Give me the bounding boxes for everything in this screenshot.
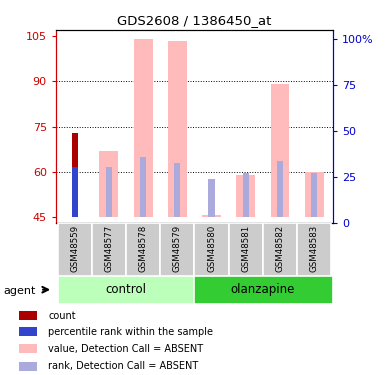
Text: count: count (49, 310, 76, 321)
Bar (271, 84, 290, 217)
Text: GSM48559: GSM48559 (70, 225, 79, 272)
Text: percentile rank within the sample: percentile rank within the sample (49, 327, 213, 337)
Bar (297, 223, 331, 276)
Bar (134, 39, 152, 217)
Text: GSM48581: GSM48581 (241, 225, 250, 272)
Bar (57, 276, 194, 304)
Bar (99, 151, 118, 217)
Title: GDS2608 / 1386450_at: GDS2608 / 1386450_at (117, 15, 271, 27)
Text: GSM48579: GSM48579 (173, 225, 182, 272)
Bar (92, 223, 126, 276)
Text: GSM48583: GSM48583 (310, 225, 319, 272)
Bar (208, 179, 214, 217)
Bar (263, 223, 297, 276)
Text: value, Detection Call = ABSENT: value, Detection Call = ABSENT (49, 344, 203, 354)
Bar (194, 223, 229, 276)
Bar (19, 362, 37, 371)
Bar (72, 167, 78, 217)
Text: agent: agent (4, 286, 36, 296)
Text: control: control (105, 283, 146, 296)
Bar (72, 133, 78, 217)
Bar (194, 276, 333, 304)
Text: GSM48577: GSM48577 (104, 225, 113, 272)
Bar (140, 157, 146, 217)
Bar (202, 214, 221, 217)
Text: GSM48582: GSM48582 (276, 225, 285, 272)
Bar (106, 167, 112, 217)
Bar (229, 223, 263, 276)
Bar (19, 311, 37, 320)
Bar (57, 223, 92, 276)
Text: GSM48580: GSM48580 (207, 225, 216, 272)
Bar (174, 163, 181, 217)
Bar (126, 223, 160, 276)
Bar (19, 327, 37, 336)
Bar (19, 345, 37, 354)
Bar (311, 173, 317, 217)
Bar (305, 172, 324, 217)
Bar (243, 173, 249, 217)
Bar (277, 161, 283, 217)
Text: olanzapine: olanzapine (231, 283, 295, 296)
Text: rank, Detection Call = ABSENT: rank, Detection Call = ABSENT (49, 362, 199, 371)
Bar (160, 223, 194, 276)
Text: GSM48578: GSM48578 (139, 225, 147, 272)
Bar (236, 175, 255, 217)
Bar (168, 40, 187, 217)
